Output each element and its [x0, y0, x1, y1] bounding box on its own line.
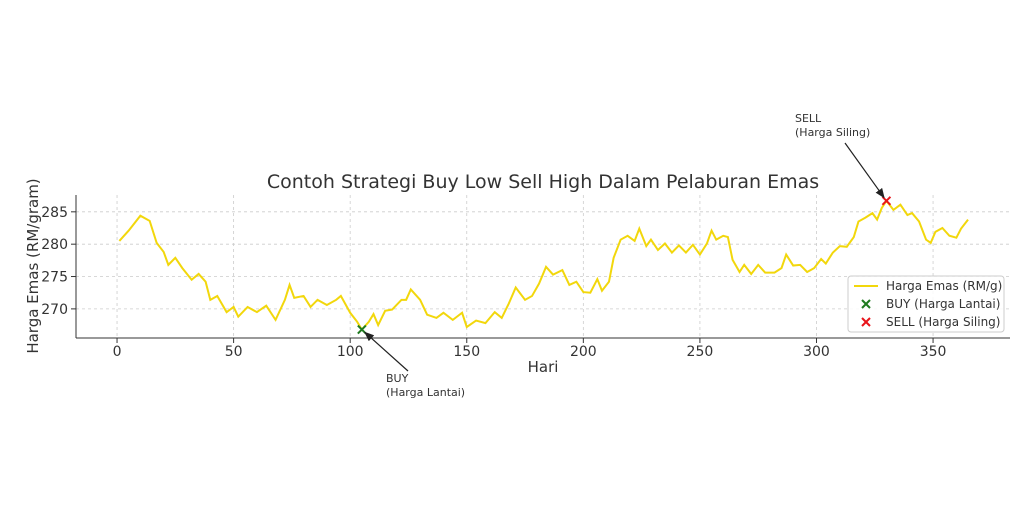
legend-label: SELL (Harga Siling)	[886, 315, 1000, 329]
legend-box	[847, 275, 1005, 333]
chart-title: Contoh Strategi Buy Low Sell High Dalam …	[267, 171, 819, 193]
x-tick-label: 200	[570, 344, 597, 360]
y-tick-label: 275	[41, 270, 68, 286]
annotation-text: BUY	[386, 372, 409, 385]
annotation-text: (Harga Lantai)	[386, 386, 465, 399]
x-tick-label: 350	[920, 344, 947, 360]
annotation-arrow	[364, 331, 409, 372]
marker-stroke	[861, 317, 871, 327]
y-tick-label: 270	[41, 302, 68, 318]
y-tick-label: 280	[41, 237, 68, 253]
annotation-text: SELL	[795, 112, 822, 125]
annotation-arrow	[844, 142, 885, 199]
x-tick-label: 300	[803, 344, 830, 360]
x-axis-label: Hari	[528, 358, 559, 376]
legend-swatch	[861, 299, 871, 309]
x-tick-label: 150	[453, 344, 480, 360]
price-line	[118, 199, 969, 332]
x-tick-label: 100	[337, 344, 364, 360]
legend-label: Harga Emas (RM/g)	[886, 279, 1002, 293]
marker-stroke	[861, 299, 871, 309]
scatter-point	[357, 324, 367, 335]
marker-stroke	[881, 196, 892, 206]
annotation-text: (Harga Siling)	[795, 126, 870, 139]
y-axis-label: Harga Emas (RM/gram)	[24, 178, 42, 353]
x-tick-label: 0	[113, 344, 122, 360]
y-tick-label: 285	[41, 205, 68, 221]
x-tick-label: 250	[687, 344, 714, 360]
legend-swatch	[861, 317, 871, 327]
scatter-point	[881, 196, 892, 206]
legend-label: BUY (Harga Lantai)	[886, 297, 1000, 311]
marker-stroke	[357, 324, 367, 335]
x-tick-label: 50	[225, 344, 243, 360]
